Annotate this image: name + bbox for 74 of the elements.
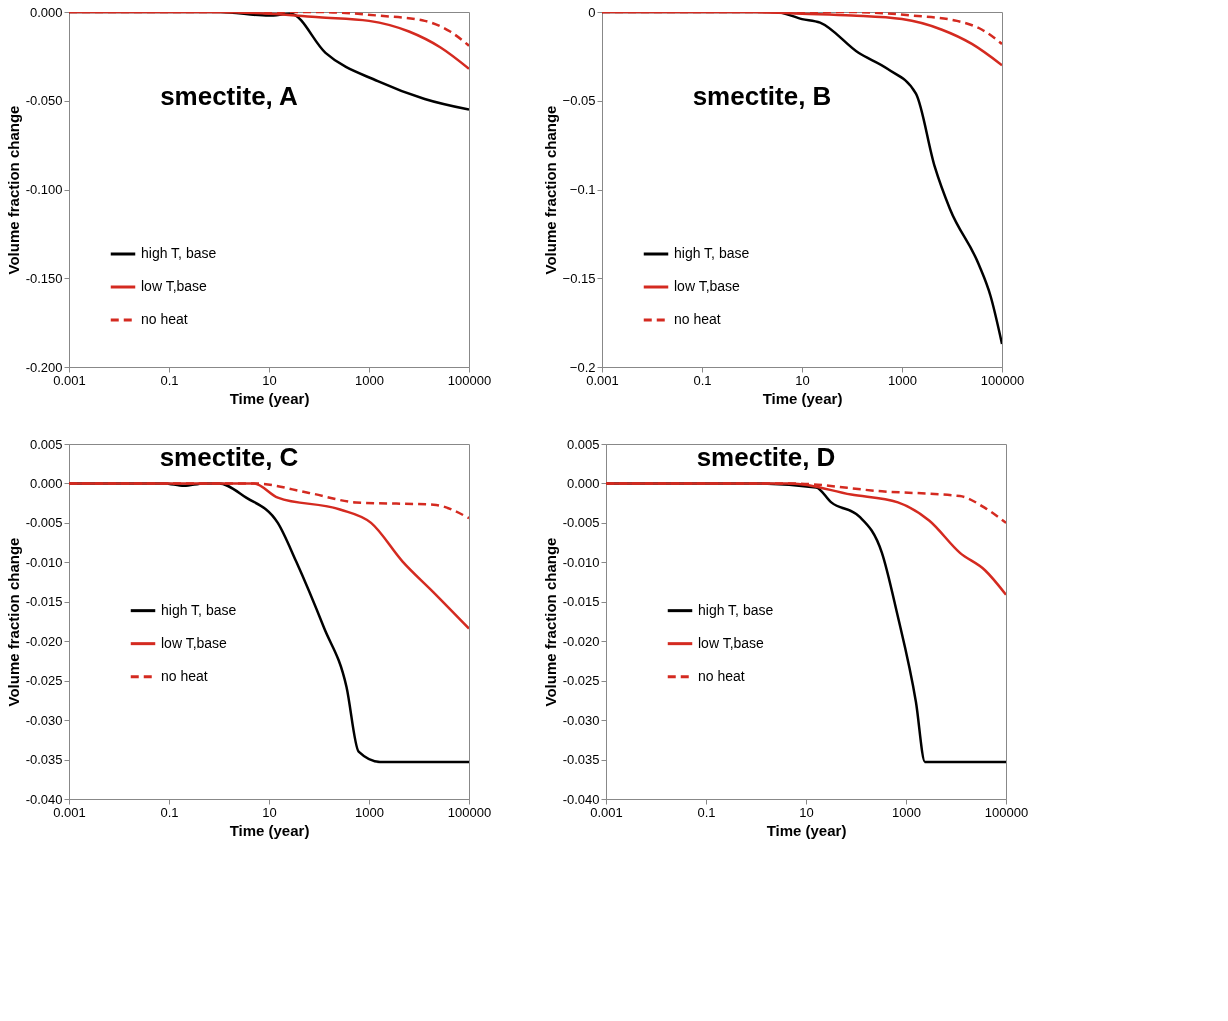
y-tick-label: 0.000 bbox=[29, 475, 63, 491]
y-tick-label: -0.150 bbox=[25, 270, 63, 286]
x-tick-label: 1000 bbox=[888, 372, 917, 388]
y-tick-label: -0.010 bbox=[25, 554, 63, 570]
y-tick-label: -0.100 bbox=[25, 182, 63, 197]
chart-title: smectite, D bbox=[696, 442, 836, 472]
y-tick-label: -0.035 bbox=[562, 752, 600, 768]
x-tick-label: 0.001 bbox=[53, 804, 86, 820]
x-tick-label: 10 bbox=[795, 372, 810, 388]
legend-label: no heat bbox=[141, 311, 188, 327]
x-tick-label: 100000 bbox=[984, 804, 1029, 820]
legend-label: low T,base bbox=[161, 634, 228, 651]
y-tick-label: -0.040 bbox=[562, 791, 600, 807]
x-tick-label: 0.1 bbox=[160, 804, 179, 820]
y-tick-label: −0.15 bbox=[562, 270, 596, 286]
y-tick-label: -0.015 bbox=[562, 594, 600, 610]
x-tick-label: 0.001 bbox=[53, 372, 86, 388]
legend-label: high T, base bbox=[161, 601, 237, 618]
x-tick-label: 0.1 bbox=[693, 372, 712, 388]
y-tick-label: 0.005 bbox=[566, 436, 600, 452]
chart-title: smectite, C bbox=[159, 442, 299, 472]
text: smectite, B bbox=[692, 81, 832, 111]
x-tick-label: 1000 bbox=[355, 372, 384, 388]
y-tick-label: −0.2 bbox=[569, 359, 596, 375]
legend-label: high T, base bbox=[674, 245, 750, 261]
y-tick-label: -0.035 bbox=[25, 752, 63, 768]
y-tick-label: −0.05 bbox=[562, 93, 596, 109]
x-axis-title: Time (year) bbox=[766, 821, 847, 839]
x-tick-label: 10 bbox=[262, 372, 277, 388]
y-axis-title: Volume fraction change bbox=[4, 105, 22, 275]
y-tick-label: -0.040 bbox=[25, 791, 63, 807]
legend-label: low T,base bbox=[141, 278, 208, 294]
x-tick-label: 0.001 bbox=[590, 804, 623, 820]
x-axis-title: Time (year) bbox=[229, 389, 310, 407]
x-tick-label: 0.1 bbox=[697, 804, 716, 820]
y-tick-label: -0.030 bbox=[25, 712, 63, 728]
y-tick-label: 0 bbox=[588, 4, 596, 20]
x-tick-label: 10 bbox=[799, 804, 814, 820]
y-tick-label: 0.000 bbox=[29, 4, 63, 20]
y-tick-label: −0.1 bbox=[569, 182, 596, 197]
y-tick-label: -0.025 bbox=[562, 673, 600, 689]
legend-label: high T, base bbox=[698, 601, 774, 618]
legend-label: no heat bbox=[698, 667, 745, 684]
y-tick-label: -0.030 bbox=[562, 712, 600, 728]
y-tick-label: -0.200 bbox=[25, 359, 63, 375]
x-tick-label: 100000 bbox=[980, 372, 1025, 388]
x-tick-label: 0.001 bbox=[586, 372, 619, 388]
y-axis-title: Volume fraction change bbox=[541, 105, 559, 275]
legend-label: high T, base bbox=[141, 245, 217, 261]
y-axis-title: Volume fraction change bbox=[4, 537, 22, 707]
y-tick-label: -0.020 bbox=[25, 633, 63, 649]
x-tick-label: 0.1 bbox=[160, 372, 179, 388]
x-axis-title: Time (year) bbox=[762, 389, 843, 407]
x-tick-label: 100000 bbox=[447, 372, 492, 388]
x-tick-label: 100000 bbox=[447, 804, 492, 820]
legend-label: low T,base bbox=[698, 634, 765, 651]
x-tick-label: 1000 bbox=[355, 804, 384, 820]
legend-label: no heat bbox=[161, 667, 208, 684]
y-tick-label: 0.000 bbox=[566, 475, 600, 491]
legend-label: no heat bbox=[674, 311, 721, 327]
x-tick-label: 10 bbox=[262, 804, 277, 820]
x-axis-title: Time (year) bbox=[229, 821, 310, 839]
y-tick-label: 0.005 bbox=[29, 436, 63, 452]
y-axis-title: Volume fraction change bbox=[541, 537, 559, 707]
y-tick-label: -0.025 bbox=[25, 673, 63, 689]
y-tick-label: -0.005 bbox=[25, 515, 63, 531]
y-tick-label: -0.020 bbox=[562, 633, 600, 649]
legend-label: low T,base bbox=[674, 278, 741, 294]
x-tick-label: 1000 bbox=[892, 804, 921, 820]
text: smectite, A bbox=[160, 81, 299, 111]
y-tick-label: -0.050 bbox=[25, 93, 63, 109]
y-tick-label: -0.005 bbox=[562, 515, 600, 531]
y-tick-label: -0.015 bbox=[25, 594, 63, 610]
y-tick-label: -0.010 bbox=[562, 554, 600, 570]
